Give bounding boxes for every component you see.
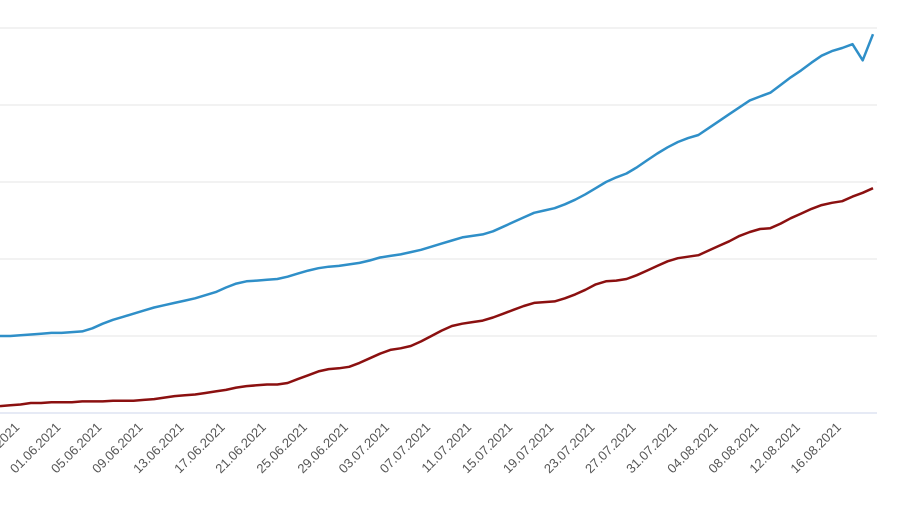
series-line <box>0 33 875 338</box>
series-line <box>0 187 874 408</box>
